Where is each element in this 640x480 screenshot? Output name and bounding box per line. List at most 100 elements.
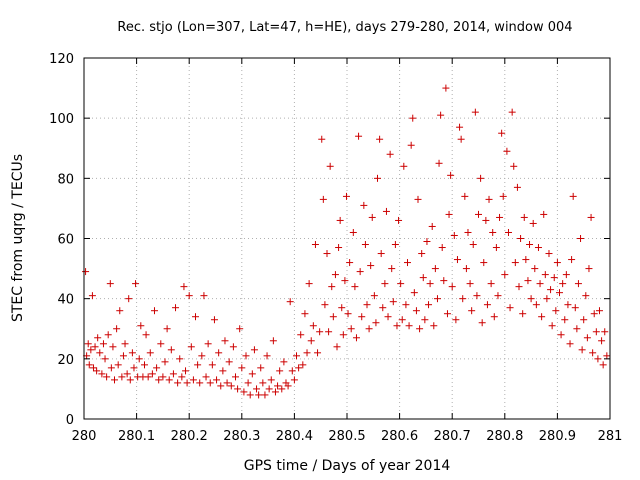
data-point [150, 307, 158, 315]
data-point [363, 301, 371, 309]
data-point [513, 183, 521, 191]
grid-lines [84, 58, 610, 419]
data-point [267, 376, 275, 384]
data-point [384, 313, 392, 321]
data-point [557, 331, 565, 339]
data-point [421, 316, 429, 324]
x-tick-label: 280.6 [381, 429, 418, 444]
data-point [167, 346, 175, 354]
data-point [425, 301, 433, 309]
data-point [318, 135, 326, 143]
data-point [468, 307, 476, 315]
data-point [244, 379, 252, 387]
x-tick-label: 280 [72, 429, 97, 444]
data-point [96, 349, 104, 357]
data-point [545, 250, 553, 258]
data-point [490, 313, 498, 321]
data-point [379, 304, 387, 312]
x-tick-label: 280.7 [434, 429, 471, 444]
data-point [532, 301, 540, 309]
data-point [585, 265, 593, 273]
data-point [240, 388, 248, 396]
data-point [163, 325, 171, 333]
data-point [489, 228, 497, 236]
x-tick-label: 280.2 [171, 429, 208, 444]
data-point [165, 376, 173, 384]
data-point [180, 283, 188, 291]
data-point [311, 241, 319, 249]
data-point [161, 358, 169, 366]
data-point [326, 162, 334, 170]
data-point [360, 201, 368, 209]
data-point [189, 376, 197, 384]
data-point [261, 391, 269, 399]
data-point [548, 322, 556, 330]
data-point [547, 286, 555, 294]
x-tick-label: 281 [598, 429, 623, 444]
data-point [88, 292, 96, 300]
data-point [510, 162, 518, 170]
data-point [344, 310, 352, 318]
data-point [305, 280, 313, 288]
data-point [393, 322, 401, 330]
data-point [295, 364, 303, 372]
data-point [319, 195, 327, 203]
data-point [323, 250, 331, 258]
data-point [219, 367, 227, 375]
data-point [342, 192, 350, 200]
data-point [142, 331, 150, 339]
data-point [321, 301, 329, 309]
data-point [263, 352, 271, 360]
data-point [568, 256, 576, 264]
data-point [280, 358, 288, 366]
data-point [573, 325, 581, 333]
data-point [365, 325, 373, 333]
data-point [423, 238, 431, 246]
data-point [297, 331, 305, 339]
data-point [553, 259, 561, 267]
data-point [336, 216, 344, 224]
data-point [116, 307, 124, 315]
data-point [98, 370, 106, 378]
data-point [111, 376, 119, 384]
data-point [459, 295, 467, 303]
data-point [146, 349, 154, 357]
data-point [599, 361, 607, 369]
data-point [398, 316, 406, 324]
data-point [598, 337, 606, 345]
data-point [397, 280, 405, 288]
data-point [87, 346, 95, 354]
data-point [543, 295, 551, 303]
data-point [169, 370, 177, 378]
data-point [388, 265, 396, 273]
data-point [155, 376, 163, 384]
data-point [566, 340, 574, 348]
data-point [503, 147, 511, 155]
data-point [562, 271, 570, 279]
data-point [541, 271, 549, 279]
data-point [231, 373, 239, 381]
data-point [89, 364, 97, 372]
data-point [355, 132, 363, 140]
data-point [183, 379, 191, 387]
data-point [349, 228, 357, 236]
data-point [483, 301, 491, 309]
data-point [414, 195, 422, 203]
data-point [418, 250, 426, 258]
data-point [103, 373, 111, 381]
data-point [119, 352, 127, 360]
data-point [524, 277, 532, 285]
data-point [290, 376, 298, 384]
data-point [469, 241, 477, 249]
data-point [386, 150, 394, 158]
data-point [213, 376, 221, 384]
y-tick-label: 0 [66, 413, 74, 428]
data-point [517, 235, 525, 242]
data-point [269, 337, 277, 345]
x-axis-ticks: 280 280.1 280.2 280.3 280.4 280.5 280.6 280.7 28… [72, 58, 623, 444]
data-point [200, 292, 208, 300]
data-point [123, 370, 131, 378]
data-point [144, 373, 152, 381]
data-point [501, 271, 509, 279]
